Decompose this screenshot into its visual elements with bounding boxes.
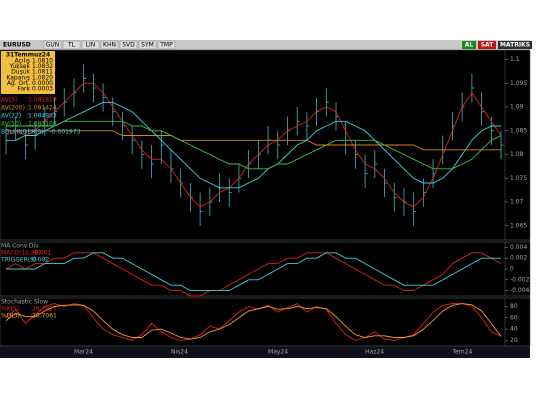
info-label: Açılış <box>15 58 30 65</box>
date-label: Nis24 <box>171 349 188 356</box>
y-tick-label: 20 <box>510 337 518 344</box>
toolbar-button-label[interactable]: KHN <box>103 42 116 49</box>
toolbar-button-label[interactable]: SVD <box>122 42 135 49</box>
toolbar-button[interactable] <box>62 40 81 50</box>
info-label: Düşük <box>11 69 30 76</box>
toolbar-button[interactable] <box>81 40 100 50</box>
y-tick-label: 0.002 <box>510 255 527 262</box>
indicator-line <box>6 252 501 292</box>
y-tick-label: 40 <box>510 326 518 333</box>
toolbar-button-label[interactable]: GUN <box>46 42 60 49</box>
indicator-label: BOLLINGER(9) : -0.001973 <box>1 129 81 136</box>
y-tick-label: 1.09 <box>510 104 524 111</box>
moving-average <box>6 101 501 189</box>
y-tick-label: 1.08 <box>510 151 524 158</box>
y-tick-label: 1.07 <box>510 199 524 206</box>
series-value: :0.002 <box>30 257 49 264</box>
moving-average <box>6 130 501 151</box>
indicator-line <box>5 252 502 297</box>
info-value: 1.0810 <box>32 58 53 65</box>
toolbar <box>0 40 530 50</box>
average-value: :1.083108 <box>26 121 57 128</box>
y-tick-label: 80 <box>510 303 518 310</box>
toolbar-button[interactable] <box>138 40 157 50</box>
series-name: %K(5) <box>1 306 19 313</box>
average-value: :1.081424 <box>26 105 57 112</box>
y-tick-label: 1.085 <box>510 127 527 134</box>
info-value: 1.0832 <box>32 63 53 70</box>
y-tick-label: -0.004 <box>510 287 530 294</box>
symbol[interactable]: EURUSD <box>3 42 31 49</box>
action-button-label[interactable]: MATRIKS <box>500 42 530 49</box>
panel <box>0 49 531 241</box>
series-name: %D(3) <box>1 313 20 320</box>
action-button[interactable] <box>462 41 476 49</box>
series-name: MACD(12,26) <box>1 250 41 257</box>
toolbar-button-label[interactable]: LIN <box>86 42 96 49</box>
toolbar-button[interactable] <box>157 40 176 50</box>
info-value: 0.0000 <box>32 80 53 87</box>
action-button-label[interactable]: SAT <box>481 42 494 49</box>
date-label: Tem24 <box>451 349 472 356</box>
y-tick-label: 0 <box>510 266 514 273</box>
action-button-label[interactable]: AL <box>465 42 474 49</box>
average-name: AV(50) <box>1 121 21 128</box>
moving-average <box>6 120 502 170</box>
info-date: 31Temmuz24 <box>6 52 50 59</box>
app-window <box>0 40 530 358</box>
toolbar-button[interactable] <box>119 40 138 50</box>
series-value: :26.7061 <box>30 313 57 320</box>
info-value: 0.0003 <box>32 86 53 93</box>
average-value: :1.084953 <box>26 113 57 120</box>
y-tick-label: 60 <box>510 314 518 321</box>
average-name: AV(22) <box>1 113 21 120</box>
y-tick-label: 1.1 <box>510 56 520 63</box>
series-name: TRIGGER(9) <box>0 257 36 264</box>
moving-average <box>5 82 502 208</box>
action-button[interactable] <box>498 41 532 49</box>
toolbar-button-label[interactable]: TMP <box>159 42 173 49</box>
toolbar-button[interactable] <box>100 40 119 50</box>
y-tick-label: 1.065 <box>510 222 527 229</box>
date-label: May24 <box>268 349 288 356</box>
average-name: AV(5) <box>1 97 17 104</box>
info-label: Fark <box>17 86 30 93</box>
average-value: :1.081818 <box>26 97 57 104</box>
toolbar-button-label[interactable]: TL <box>67 42 76 49</box>
y-tick-label: 0.004 <box>510 244 527 251</box>
y-tick-label: 1.075 <box>510 175 527 182</box>
info-label: Kapanış <box>6 74 30 81</box>
y-tick-label: 1.095 <box>510 80 527 87</box>
average-name: AV(200) <box>1 105 25 112</box>
series-value: :26.7823 <box>30 306 57 313</box>
indicator-line <box>5 303 502 341</box>
date-label: Mar24 <box>74 349 93 356</box>
action-button[interactable] <box>478 41 496 49</box>
panel <box>0 297 531 347</box>
info-value: 1.0811 <box>32 69 53 76</box>
panel-title: Stochastic Slow <box>1 299 48 306</box>
series-value: :-0.001 <box>30 250 52 257</box>
info-box <box>1 51 55 94</box>
panel <box>0 241 531 297</box>
date-label: Haz24 <box>365 349 384 356</box>
info-label: Yüksek <box>8 63 30 70</box>
toolbar-button-label[interactable]: SYM <box>141 42 154 49</box>
info-label: Ağ. Ort. <box>7 80 30 87</box>
y-tick-label: -0.002 <box>510 276 530 283</box>
panel-title: MA.Conv.Div <box>1 243 39 250</box>
toolbar-button[interactable] <box>43 40 62 50</box>
date-axis <box>0 346 530 358</box>
info-value: 1.0820 <box>32 74 53 81</box>
indicator-line <box>5 303 502 340</box>
